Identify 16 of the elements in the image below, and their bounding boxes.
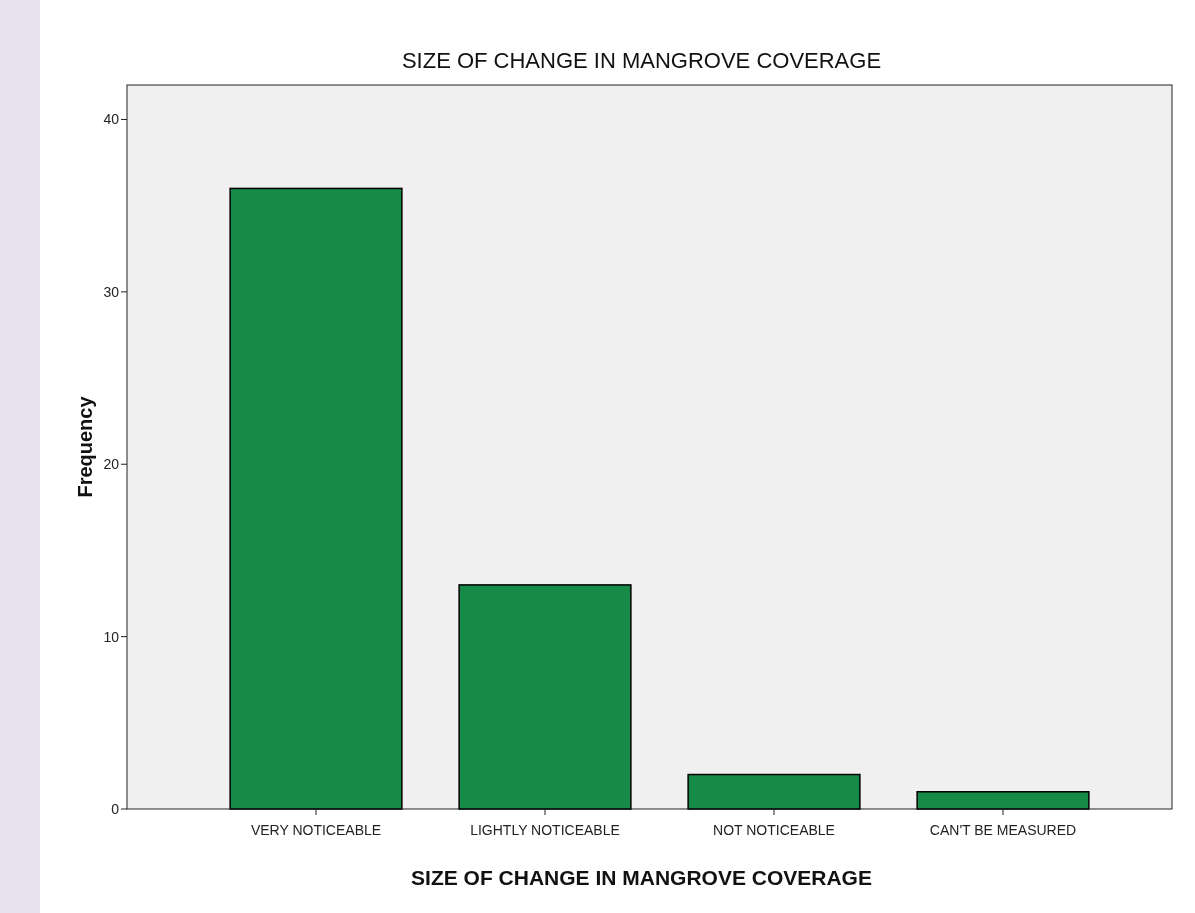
y-tick-label: 0 xyxy=(111,800,120,817)
bar xyxy=(687,773,861,810)
bar xyxy=(916,791,1090,810)
y-tick-label: 10 xyxy=(103,628,120,645)
y-tick-label: 30 xyxy=(103,283,120,300)
x-tick-label: VERY NOTICEABLE xyxy=(250,822,382,838)
x-tick-label: CAN'T BE MEASURED xyxy=(929,822,1077,838)
y-axis-title: Frequency xyxy=(74,395,96,498)
x-tick-label: LIGHTLY NOTICEABLE xyxy=(470,822,620,838)
y-tick-label: 20 xyxy=(103,456,120,473)
x-tick-label: NOT NOTICEABLE xyxy=(713,822,835,838)
y-tick-label: 40 xyxy=(103,111,120,128)
chart-title: SIZE OF CHANGE IN MANGROVE COVERAGE xyxy=(401,48,882,73)
bar xyxy=(229,187,403,810)
x-axis-title: SIZE OF CHANGE IN MANGROVE COVERAGE xyxy=(411,866,872,889)
bar xyxy=(458,584,632,810)
